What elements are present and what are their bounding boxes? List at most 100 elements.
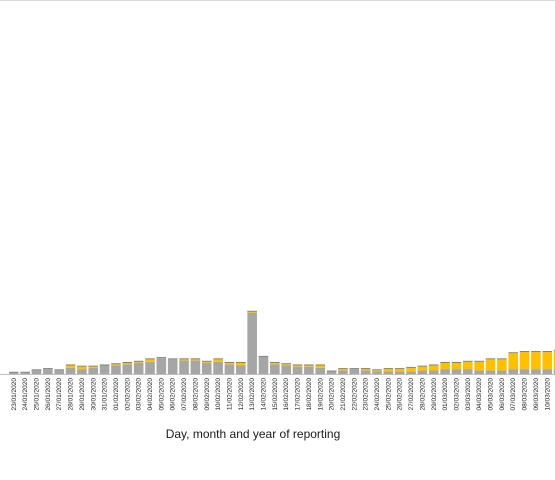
- x-tick-label-42: 05/03/2020: [488, 378, 495, 411]
- x-tick-label-26: 18/02/2020: [306, 378, 313, 411]
- bar-top-32: [372, 370, 382, 372]
- bar-cap-25: [292, 364, 303, 366]
- bar-top-15: [179, 359, 189, 361]
- bar-base-44: [508, 369, 518, 374]
- bar-base-11: [133, 363, 144, 374]
- bar-base-30: [349, 369, 360, 374]
- bar-top-27: [315, 365, 326, 368]
- bar-top-23: [270, 363, 280, 365]
- bar-top-39: [451, 363, 462, 370]
- x-tick-labels: 23/01/2020 24/01/2020 25/01/2020 26/01/2020…: [11, 378, 551, 411]
- x-tick-label-18: 10/02/2020: [215, 378, 222, 411]
- x-tick-label-46: 09/03/2020: [533, 378, 540, 411]
- bar-top-24: [281, 364, 291, 366]
- bar-cap-38: [440, 362, 450, 364]
- x-tick-label-27: 19/02/2020: [317, 378, 324, 411]
- bar-base-35: [406, 371, 416, 374]
- bar-cap-24: [281, 363, 291, 365]
- bar-cap-17: [201, 360, 212, 362]
- bar-cap-14: [167, 358, 178, 360]
- bar-cap-3: [43, 368, 53, 370]
- bar-base-8: [99, 365, 110, 374]
- bar-cap-8: [99, 364, 110, 366]
- bar-top-36: [417, 366, 428, 371]
- bar-base-12: [145, 361, 155, 374]
- bar-top-25: [292, 365, 303, 367]
- bar-base-29: [338, 370, 348, 374]
- bar-cap-42: [485, 358, 496, 360]
- x-tick-label-11: 03/02/2020: [136, 378, 143, 411]
- x-axis-title: Day, month and year of reporting: [166, 427, 341, 441]
- bar-base-31: [360, 370, 371, 374]
- bar-base-13: [156, 358, 167, 374]
- bar-top-17: [201, 361, 212, 364]
- bar-top-10: [122, 363, 133, 365]
- bar-cap-4: [54, 369, 64, 371]
- bar-base-40: [463, 369, 473, 374]
- bar-base-34: [394, 371, 405, 374]
- x-tick-label-44: 07/03/2020: [510, 378, 517, 411]
- x-tick-label-34: 26/02/2020: [397, 378, 404, 411]
- bar-base-9: [111, 365, 121, 374]
- bar-cap-0: [9, 371, 19, 373]
- x-tick-label-16: 08/02/2020: [192, 378, 199, 411]
- bar-top-47: [542, 352, 553, 370]
- bar-base-23: [270, 364, 280, 374]
- bar-top-43: [497, 359, 507, 371]
- x-tick-label-17: 09/02/2020: [204, 378, 211, 411]
- x-tick-label-33: 25/02/2020: [385, 378, 392, 411]
- x-tick-label-35: 27/02/2020: [408, 378, 415, 411]
- bar-base-37: [428, 370, 439, 374]
- bar-base-18: [213, 361, 223, 374]
- x-tick-label-43: 06/03/2020: [499, 378, 506, 411]
- bar-top-21: [247, 311, 257, 313]
- bar-base-33: [383, 371, 394, 374]
- x-tick-label-36: 28/02/2020: [419, 378, 426, 411]
- x-tick-label-29: 21/02/2020: [340, 378, 347, 411]
- x-tick-label-20: 12/02/2020: [238, 378, 245, 411]
- bar-base-1: [20, 372, 30, 374]
- bar-base-25: [292, 366, 303, 374]
- bar-top-9: [111, 364, 121, 366]
- bar-cap-12: [145, 358, 155, 360]
- bar-cap-34: [394, 368, 405, 370]
- bar-cap-31: [360, 368, 371, 370]
- bar-cap-16: [190, 358, 201, 360]
- bar-base-6: [77, 369, 87, 374]
- bar-cap-18: [213, 358, 223, 360]
- x-tick-label-28: 20/02/2020: [329, 378, 336, 411]
- bar-base-7: [88, 367, 99, 374]
- bar-top-46: [531, 352, 541, 370]
- bar-base-38: [440, 369, 450, 374]
- x-tick-label-10: 02/02/2020: [124, 378, 131, 411]
- bar-cap-28: [326, 370, 337, 372]
- bar-base-47: [542, 369, 553, 374]
- bar-cap-22: [258, 355, 269, 357]
- bar-cap-43: [497, 358, 507, 360]
- bar-cap-5: [65, 364, 76, 366]
- x-tick-label-19: 11/02/2020: [226, 378, 233, 410]
- bar-top-41: [474, 361, 484, 371]
- bar-base-0: [9, 372, 19, 374]
- x-tick-label-2: 25/01/2020: [34, 378, 41, 411]
- x-tick-label-3: 26/01/2020: [45, 378, 52, 411]
- bar-cap-29: [338, 368, 348, 370]
- x-tick-label-14: 06/02/2020: [170, 378, 177, 411]
- x-tick-label-31: 23/02/2020: [363, 378, 370, 411]
- bar-base-28: [326, 371, 337, 374]
- bar-cap-10: [122, 362, 133, 364]
- bar-base-46: [531, 369, 541, 374]
- bar-cap-11: [133, 360, 144, 362]
- bar-top-12: [145, 359, 155, 362]
- x-tick-label-9: 01/02/2020: [113, 378, 120, 411]
- x-tick-label-24: 16/02/2020: [283, 378, 290, 411]
- bar-top-11: [133, 361, 144, 364]
- bar-cap-7: [88, 365, 99, 367]
- bar-base-24: [281, 365, 291, 374]
- x-tick-label-45: 08/03/2020: [522, 378, 529, 411]
- bar-top-34: [394, 369, 405, 372]
- x-tick-label-39: 02/03/2020: [453, 378, 460, 411]
- bar-top-5: [65, 365, 76, 368]
